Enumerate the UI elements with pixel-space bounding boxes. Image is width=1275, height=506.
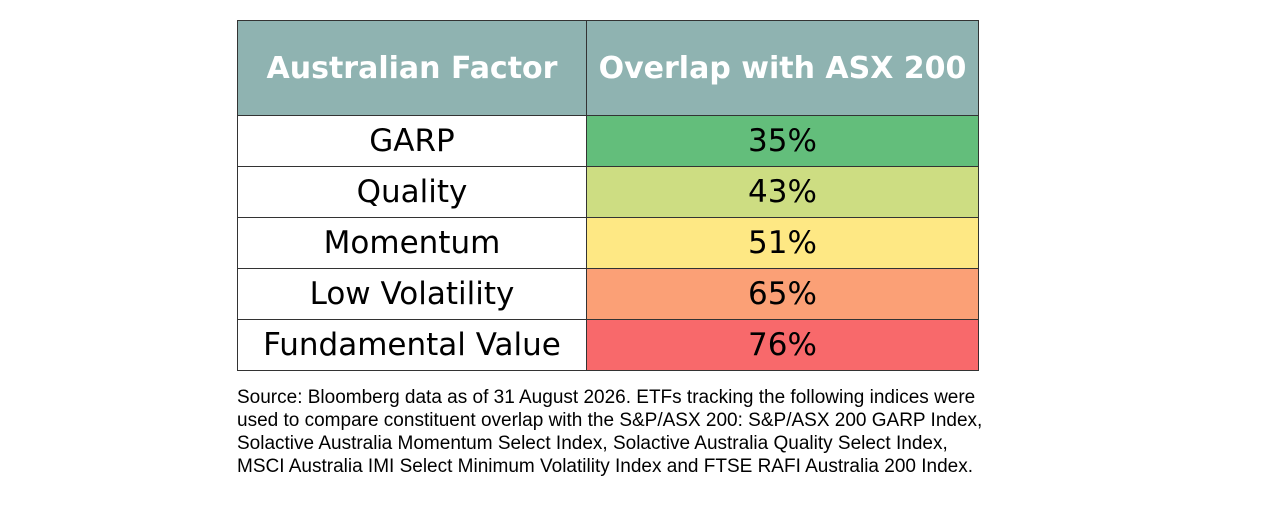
overlap-cell-momentum: 51% bbox=[586, 217, 979, 269]
overlap-cell-garp: 35% bbox=[586, 115, 979, 167]
source-note: Source: Bloomberg data as of 31 August 2… bbox=[237, 386, 1267, 478]
table-row: Low Volatility 65% bbox=[237, 268, 979, 320]
table-header-row: Australian Factor Overlap with ASX 200 bbox=[237, 20, 979, 116]
source-line: Solactive Australia Momentum Select Inde… bbox=[237, 433, 948, 454]
factor-cell-momentum: Momentum bbox=[237, 217, 587, 269]
header-overlap: Overlap with ASX 200 bbox=[586, 20, 979, 116]
table-row: Momentum 51% bbox=[237, 217, 979, 269]
overlap-cell-fundamental-value: 76% bbox=[586, 319, 979, 371]
overlap-cell-quality: 43% bbox=[586, 166, 979, 218]
overlap-cell-low-volatility: 65% bbox=[586, 268, 979, 320]
factor-cell-low-volatility: Low Volatility bbox=[237, 268, 587, 320]
source-line: Source: Bloomberg data as of 31 August 2… bbox=[237, 387, 976, 408]
factor-cell-quality: Quality bbox=[237, 166, 587, 218]
overlap-table: Australian Factor Overlap with ASX 200 G… bbox=[237, 20, 979, 371]
table-row: GARP 35% bbox=[237, 115, 979, 167]
source-line: MSCI Australia IMI Select Minimum Volati… bbox=[237, 456, 974, 477]
header-factor: Australian Factor bbox=[237, 20, 587, 116]
table-row: Fundamental Value 76% bbox=[237, 319, 979, 371]
factor-cell-fundamental-value: Fundamental Value bbox=[237, 319, 587, 371]
table-row: Quality 43% bbox=[237, 166, 979, 218]
source-line: used to compare constituent overlap with… bbox=[237, 410, 983, 431]
factor-cell-garp: GARP bbox=[237, 115, 587, 167]
